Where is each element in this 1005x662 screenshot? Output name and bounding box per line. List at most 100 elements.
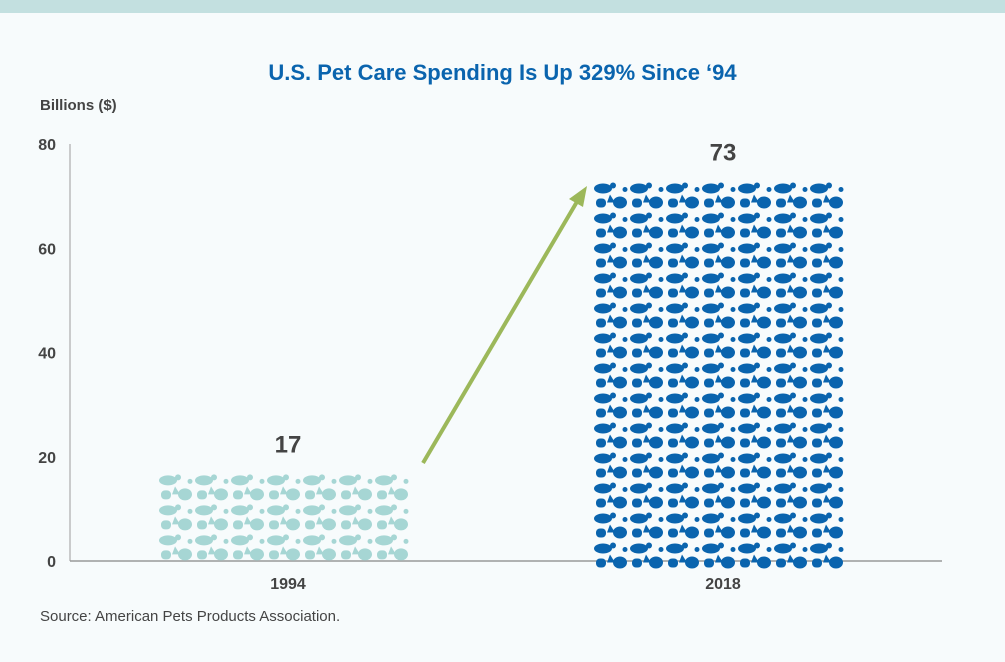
animal-silhouette [666,422,700,449]
animal-silhouette [594,182,628,209]
animal-silhouette [738,542,772,569]
animal-silhouette [738,182,772,209]
bar-2018 [594,182,844,569]
animal-silhouette [702,272,736,299]
animal-silhouette [810,302,844,329]
animal-silhouette [594,482,628,509]
animal-silhouette [774,302,808,329]
animal-silhouette [594,422,628,449]
animal-silhouette [630,362,664,389]
animal-silhouette [774,422,808,449]
animal-silhouette [630,512,664,539]
animal-silhouette [810,452,844,479]
animal-silhouette [666,362,700,389]
y-tick-label: 80 [38,137,56,154]
animal-silhouette [774,482,808,509]
animal-silhouette [159,474,193,501]
animal-silhouette [774,362,808,389]
animal-silhouette [702,452,736,479]
animal-silhouette [774,242,808,269]
animal-silhouette [195,504,229,531]
x-tick-label: 2018 [705,576,741,593]
source-note: Source: American Pets Products Associati… [40,608,341,625]
animal-silhouette [159,504,193,531]
animal-silhouette [666,272,700,299]
animal-silhouette [810,272,844,299]
animal-silhouette [774,542,808,569]
animal-silhouette [738,422,772,449]
x-tick-label: 1994 [270,576,306,593]
animal-silhouette [810,362,844,389]
animal-silhouette [738,302,772,329]
animal-silhouette [630,272,664,299]
animal-silhouette [810,542,844,569]
animal-silhouette [702,422,736,449]
animal-silhouette [231,504,265,531]
animal-silhouette [702,332,736,359]
animal-silhouette [702,542,736,569]
animal-silhouette [375,534,409,561]
animal-silhouette [738,332,772,359]
animal-silhouette [702,242,736,269]
animal-silhouette [738,212,772,239]
animal-silhouette [666,302,700,329]
animal-silhouette [630,452,664,479]
animal-silhouette [630,392,664,419]
animal-silhouette [375,504,409,531]
y-tick-label: 40 [38,346,56,363]
animal-silhouette [666,212,700,239]
animal-silhouette [303,474,337,501]
animal-silhouette [630,182,664,209]
animal-silhouette [738,362,772,389]
animal-silhouette [375,474,409,501]
animal-silhouette [630,302,664,329]
animal-silhouette [630,212,664,239]
animal-silhouette [666,512,700,539]
animal-silhouette [594,212,628,239]
data-label: 17 [275,431,302,458]
animal-silhouette [702,482,736,509]
animal-silhouette [738,392,772,419]
animal-silhouette [774,392,808,419]
animal-silhouette [774,272,808,299]
animal-silhouette [195,534,229,561]
animal-silhouette [630,482,664,509]
data-label: 73 [710,139,737,166]
animal-silhouette [594,392,628,419]
animal-silhouette [630,332,664,359]
animal-silhouette [774,512,808,539]
animal-silhouette [195,474,229,501]
animal-silhouette [810,512,844,539]
chart-title: U.S. Pet Care Spending Is Up 329% Since … [268,60,737,85]
animal-silhouette [738,242,772,269]
animal-silhouette [702,362,736,389]
animal-silhouette [666,392,700,419]
animal-silhouette [702,512,736,539]
animal-silhouette [666,332,700,359]
animal-silhouette [666,482,700,509]
animal-silhouette [630,542,664,569]
animal-silhouette [738,272,772,299]
animal-silhouette [594,302,628,329]
animal-silhouette [303,534,337,561]
animal-silhouette [774,332,808,359]
animal-silhouette [810,212,844,239]
animal-silhouette [702,182,736,209]
animal-silhouette [738,482,772,509]
animal-silhouette [267,534,301,561]
animal-silhouette [594,272,628,299]
animal-silhouette [594,242,628,269]
animal-silhouette [630,422,664,449]
animal-silhouette [666,452,700,479]
animal-silhouette [339,474,373,501]
animal-silhouette [666,242,700,269]
animal-silhouette [774,212,808,239]
animal-silhouette [594,512,628,539]
animal-silhouette [231,534,265,561]
y-axis-label: Billions ($) [40,97,117,114]
arrow-head-icon [569,186,587,207]
animal-silhouette [774,452,808,479]
animal-silhouette [231,474,265,501]
animal-silhouette [594,332,628,359]
